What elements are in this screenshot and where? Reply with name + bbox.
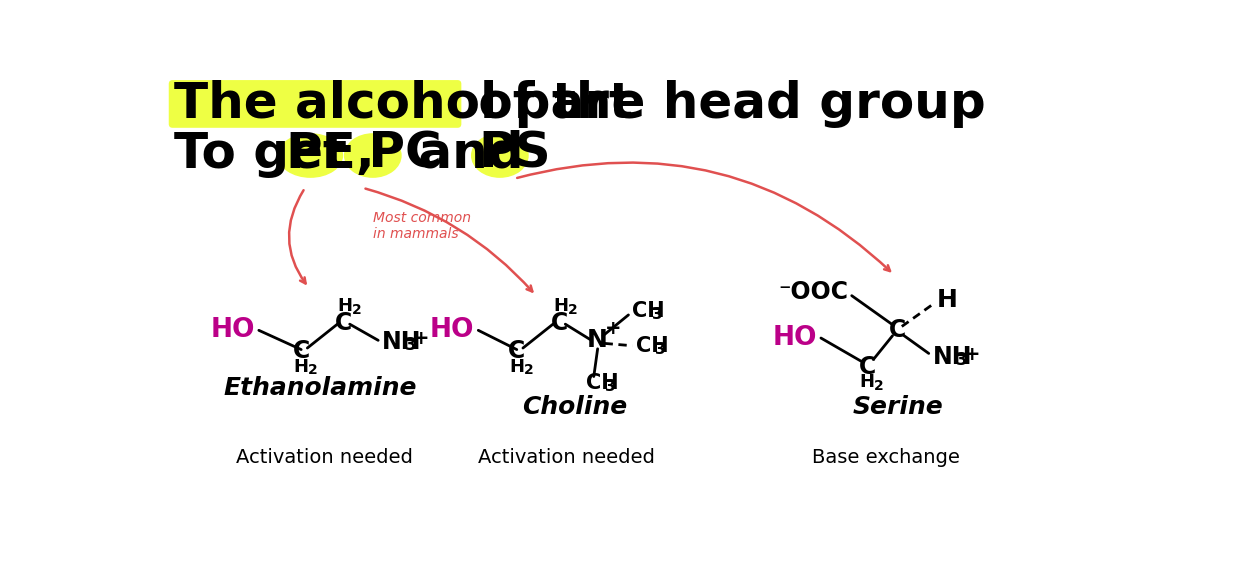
Text: H: H: [859, 373, 875, 391]
Text: ⁻OOC: ⁻OOC: [778, 280, 848, 304]
Text: C: C: [889, 318, 906, 343]
Text: 2: 2: [352, 303, 362, 316]
Text: To get: To get: [174, 130, 365, 178]
Text: Choline: Choline: [522, 395, 627, 419]
Text: NH: NH: [933, 345, 972, 369]
Text: H: H: [337, 297, 352, 315]
Text: Base exchange: Base exchange: [813, 448, 960, 467]
Text: +: +: [964, 345, 980, 364]
Text: C: C: [859, 355, 875, 379]
Text: The alcohol part: The alcohol part: [174, 80, 632, 128]
Text: Activation needed: Activation needed: [235, 448, 413, 467]
Text: 3: 3: [405, 336, 417, 354]
Text: Most common
in mammals: Most common in mammals: [372, 211, 471, 241]
Ellipse shape: [278, 133, 344, 178]
Ellipse shape: [344, 133, 402, 178]
Text: CH: CH: [632, 301, 665, 321]
Text: PS: PS: [478, 130, 552, 178]
Text: C: C: [335, 311, 352, 335]
Text: H: H: [294, 357, 309, 376]
Text: C: C: [293, 339, 310, 363]
FancyBboxPatch shape: [169, 80, 462, 128]
Text: Activation needed: Activation needed: [478, 448, 655, 467]
Text: 2: 2: [524, 363, 533, 377]
Text: CH: CH: [636, 336, 669, 356]
Text: 3: 3: [651, 307, 662, 323]
Text: 2: 2: [874, 379, 884, 393]
Text: +: +: [413, 329, 430, 348]
Text: Ethanolamine: Ethanolamine: [224, 376, 417, 400]
Text: 3: 3: [605, 379, 616, 394]
Text: C: C: [508, 339, 525, 363]
Text: PE,: PE,: [286, 130, 376, 178]
Text: PC: PC: [351, 130, 442, 178]
Text: +: +: [605, 319, 621, 337]
Text: 2: 2: [308, 363, 317, 377]
Text: C: C: [550, 311, 568, 335]
Text: HO: HO: [430, 317, 474, 343]
Text: Serine: Serine: [853, 395, 944, 419]
Text: 3: 3: [956, 351, 967, 369]
Text: HO: HO: [773, 325, 817, 351]
Text: NH: NH: [382, 330, 422, 354]
Text: HO: HO: [210, 317, 255, 343]
Text: 3: 3: [655, 342, 666, 357]
Ellipse shape: [471, 133, 529, 178]
Text: CH: CH: [586, 373, 619, 393]
Text: and: and: [401, 130, 542, 178]
Text: H: H: [936, 288, 957, 312]
Text: H: H: [553, 297, 568, 315]
Text: N: N: [588, 328, 608, 352]
Text: H: H: [509, 357, 524, 376]
Text: of the head group: of the head group: [462, 80, 986, 128]
Text: 2: 2: [568, 303, 578, 316]
